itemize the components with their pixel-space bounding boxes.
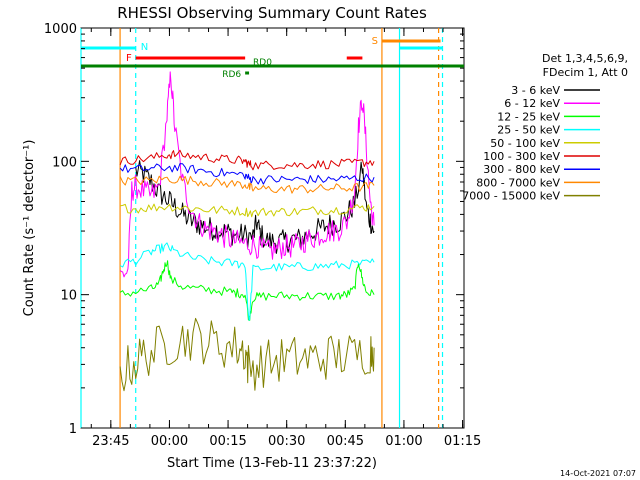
flag-f-label: F bbox=[126, 53, 132, 64]
footer-timestamp: 14-Oct-2021 07:07 bbox=[560, 469, 636, 478]
plot-area: NF S RD6 RD0 1 10 100 1000 23:45 00:00 00:15 00:3… bbox=[44, 22, 481, 449]
y-axis-ticks: 1 10 100 1000 bbox=[44, 22, 464, 437]
x-tick-label: 00:45 bbox=[327, 434, 364, 449]
x-tick-label: 00:15 bbox=[209, 434, 246, 449]
x-axis-label: Start Time (13-Feb-11 23:37:22) bbox=[167, 456, 377, 471]
legend-label-3-6-kev: 3 - 6 keV bbox=[511, 84, 560, 97]
y-tick-label: 1000 bbox=[44, 22, 77, 37]
legend-header-line-2: FDecim 1, Att 0 bbox=[543, 66, 628, 79]
chart-title: RHESSI Observing Summary Count Rates bbox=[117, 4, 427, 22]
legend-header-line-1: Det 1,3,4,5,6,9, bbox=[542, 52, 628, 65]
flag-n-label: N bbox=[141, 42, 148, 53]
vertical-markers bbox=[80, 28, 444, 428]
series-7000-15000-kev-line bbox=[119, 317, 375, 392]
x-tick-label: 00:30 bbox=[268, 434, 305, 449]
flag-rd0-label: RD0 bbox=[253, 58, 272, 68]
series-6-12-kev-line bbox=[119, 71, 375, 278]
series-lines bbox=[119, 71, 375, 392]
x-tick-label: 01:00 bbox=[385, 434, 422, 449]
series-300-800-kev-line bbox=[119, 163, 375, 185]
legend-label-100-300-kev: 100 - 300 keV bbox=[483, 150, 560, 163]
series-25-50-kev-line bbox=[119, 242, 375, 321]
legend-label-300-800-kev: 300 - 800 keV bbox=[483, 163, 560, 176]
series-50-100-kev-line bbox=[120, 203, 375, 218]
flag-s-label: S bbox=[372, 36, 378, 47]
legend-label-6-12-kev: 6 - 12 keV bbox=[504, 97, 560, 110]
legend-label-50-100-kev: 50 - 100 keV bbox=[490, 137, 560, 150]
legend: Det 1,3,4,5,6,9, FDecim 1, Att 0 3 - 6 k… bbox=[462, 52, 628, 203]
legend-label-25-50-kev: 25 - 50 keV bbox=[497, 124, 560, 137]
x-axis-ticks: 23:45 00:00 00:15 00:30 00:45 01:00 01:15 bbox=[90, 28, 481, 449]
series-800-7000-kev-line bbox=[119, 175, 375, 194]
x-tick-label: 01:15 bbox=[444, 434, 481, 449]
flag-bars: NF S RD6 RD0 bbox=[81, 36, 464, 80]
legend-label-800-7000-kev: 800 - 7000 keV bbox=[476, 176, 560, 189]
x-tick-label: 23:45 bbox=[92, 434, 129, 449]
series-100-300-kev-line bbox=[119, 149, 375, 171]
y-tick-label: 10 bbox=[60, 289, 77, 304]
x-tick-label: 00:00 bbox=[151, 434, 188, 449]
legend-label-12-25-kev: 12 - 25 keV bbox=[497, 110, 560, 123]
legend-label-7000-15000-kev: 7000 - 15000 keV bbox=[462, 190, 560, 203]
y-tick-label: 100 bbox=[52, 155, 77, 170]
flag-rd6-label: RD6 bbox=[222, 70, 241, 80]
y-axis-label: Count Rate (s⁻¹ detector⁻¹) bbox=[22, 140, 37, 317]
y-tick-label: 1 bbox=[69, 422, 77, 437]
